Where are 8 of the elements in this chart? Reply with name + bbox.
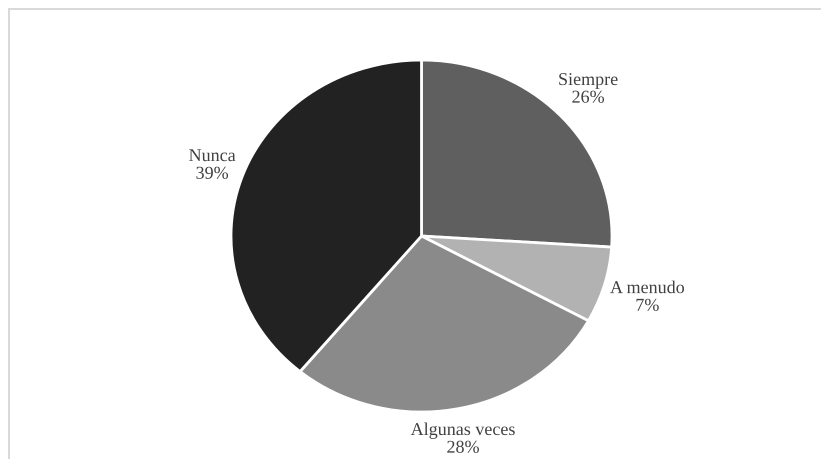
slice-label: A menudo [610, 280, 684, 294]
data-label: 26% [572, 90, 604, 103]
data-label: 28% [447, 440, 479, 453]
slice-label: Siempre [559, 73, 618, 89]
data-label: 39% [196, 166, 228, 179]
slice-label: Nunca [189, 149, 236, 162]
slice-label: Algunas veces [410, 422, 515, 439]
data-label: 7% [636, 298, 659, 311]
